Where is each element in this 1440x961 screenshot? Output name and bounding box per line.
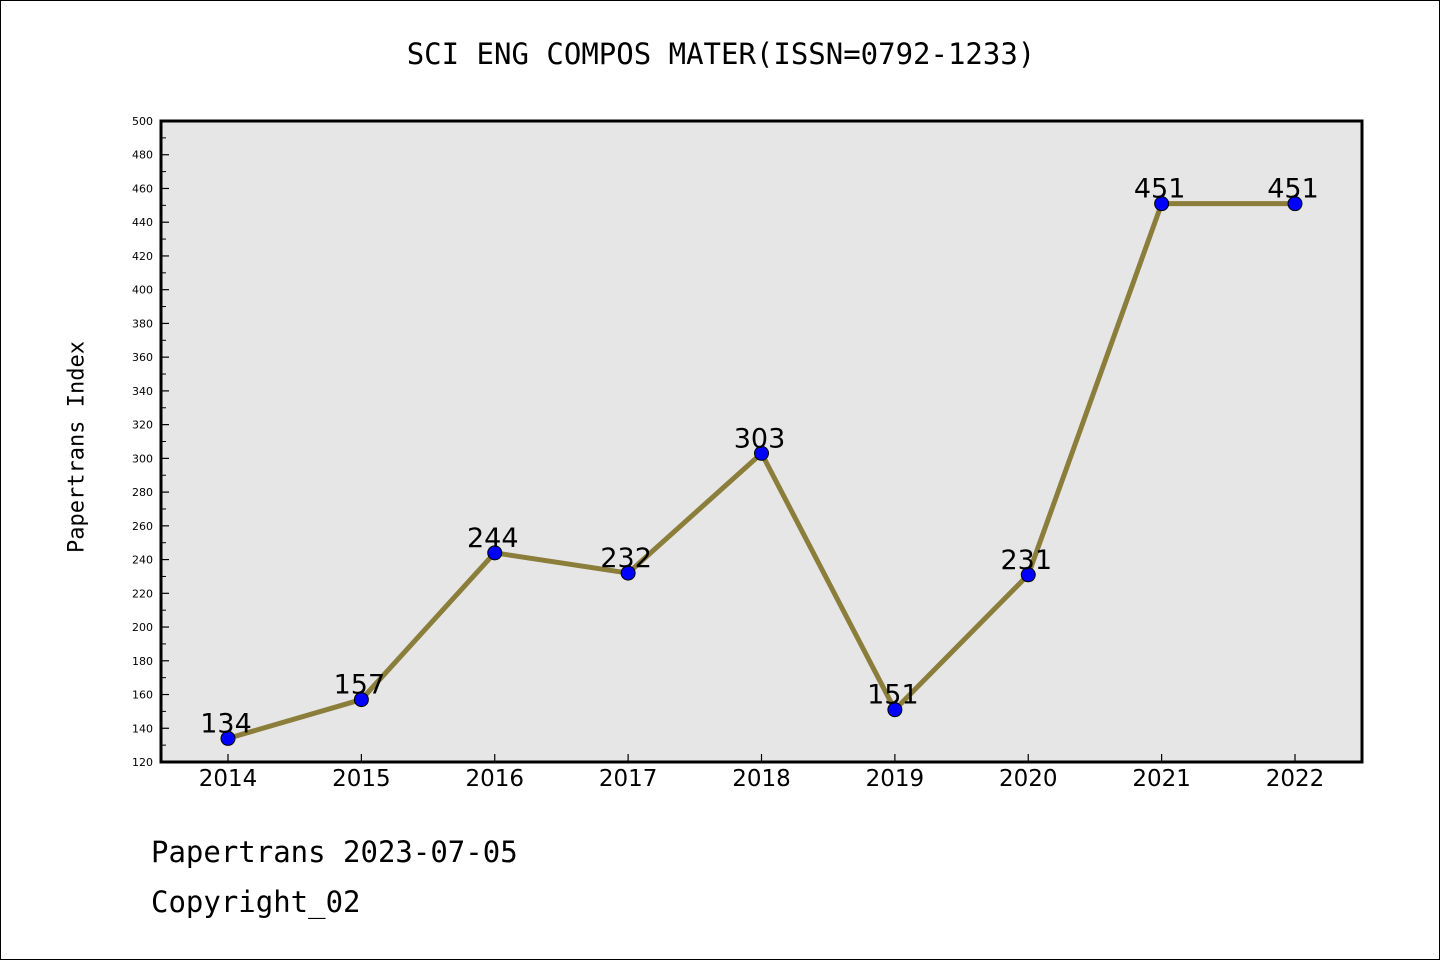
y-tick-label: 480 <box>132 149 153 162</box>
y-tick-label: 420 <box>132 250 153 263</box>
y-axis-label: Papertrans Index <box>64 341 90 553</box>
footer-copyright: Copyright_02 <box>151 885 361 919</box>
y-tick-label: 460 <box>132 182 153 195</box>
series-layer: 134 157 244 232 303 151 231 451 451 <box>200 174 1319 746</box>
x-tick-label: 2021 <box>1132 766 1191 792</box>
data-point-marker <box>1154 196 1170 212</box>
x-tick-label: 2016 <box>465 766 524 792</box>
y-tick-label: 280 <box>132 486 153 499</box>
plot-area <box>161 121 1362 762</box>
data-point-marker <box>754 445 769 461</box>
x-tick-label: 2014 <box>199 766 258 792</box>
data-point-marker <box>1287 196 1303 212</box>
data-label: 231 <box>1000 545 1052 576</box>
plot-frame <box>159 119 1364 764</box>
x-tick-label: 2020 <box>999 766 1058 792</box>
x-tick-label: 2015 <box>332 766 391 792</box>
y-tick-label: 140 <box>132 722 153 735</box>
data-point-marker <box>620 565 636 581</box>
y-tick-label: 500 <box>132 115 153 128</box>
y-tick-label: 400 <box>132 284 153 297</box>
x-tick-label: 2019 <box>866 766 925 792</box>
data-point-marker <box>353 692 369 708</box>
data-label: 244 <box>467 523 519 554</box>
data-label: 451 <box>1267 174 1319 205</box>
y-tick-label: 120 <box>132 756 153 769</box>
data-label: 451 <box>1134 174 1186 205</box>
data-label: 157 <box>334 670 386 701</box>
data-point-marker <box>220 730 236 746</box>
y-tick-label: 160 <box>132 689 153 702</box>
data-point-marker <box>487 545 503 561</box>
data-label: 232 <box>600 543 652 574</box>
y-axis-ticks: 120 140 160 180 200 220 240 260 280 300 320 340 360 3… <box>132 115 169 769</box>
data-point-marker <box>1020 567 1036 583</box>
y-tick-label: 240 <box>132 554 153 567</box>
y-tick-label: 360 <box>132 351 153 364</box>
y-tick-label: 380 <box>132 317 153 330</box>
data-point-marker <box>887 702 903 718</box>
footer-source-date: Papertrans 2023-07-05 <box>151 835 518 869</box>
x-tick-label: 2022 <box>1266 766 1325 792</box>
y-tick-label: 180 <box>132 655 153 668</box>
y-tick-label: 320 <box>132 419 153 432</box>
x-axis-ticks: 2014 2015 2016 2017 2018 2019 2020 2021 2022 <box>199 754 1325 792</box>
chart-title: SCI ENG COMPOS MATER(ISSN=0792-1233) <box>406 37 1036 71</box>
y-tick-label: 260 <box>132 520 153 533</box>
y-tick-label: 200 <box>132 621 153 634</box>
y-tick-label: 440 <box>132 216 153 229</box>
y-tick-label: 300 <box>132 452 153 465</box>
y-tick-label: 340 <box>132 385 153 398</box>
y-tick-label: 220 <box>132 587 153 600</box>
data-label: 151 <box>867 680 919 711</box>
x-tick-label: 2018 <box>732 766 791 792</box>
data-label: 303 <box>734 423 786 454</box>
x-tick-label: 2017 <box>599 766 658 792</box>
data-label: 134 <box>200 708 252 739</box>
